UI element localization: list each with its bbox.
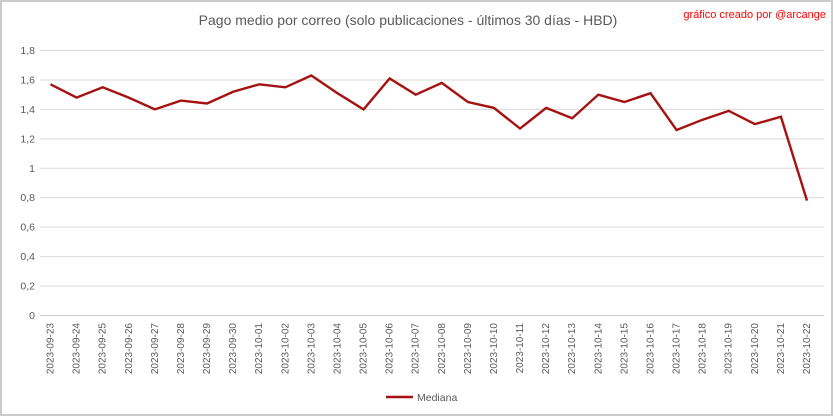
median-series-line: [49, 74, 809, 202]
y-axis-label: 0,6: [20, 222, 35, 234]
x-axis-label: 2023-10-05: [359, 323, 370, 375]
x-axis-label: 2023-10-22: [802, 323, 813, 375]
y-axis-label: 1,6: [20, 74, 35, 86]
x-axis-label: 2023-10-18: [698, 323, 709, 375]
x-axis-label: 2023-10-09: [463, 323, 474, 375]
y-axis-label: 1,2: [20, 133, 35, 145]
x-axis-label: 2023-10-06: [385, 323, 396, 375]
x-axis-label: 2023-10-15: [619, 323, 630, 375]
legend-label: Mediana: [417, 392, 457, 404]
x-axis-label: 2023-10-10: [489, 323, 500, 375]
x-axis-label: 2023-09-25: [98, 323, 109, 375]
x-axis-label: 2023-09-28: [176, 323, 187, 375]
y-axis-label: 1,4: [20, 104, 35, 116]
x-axis-label: 2023-10-13: [567, 323, 578, 375]
x-axis-label: 2023-09-29: [202, 323, 213, 375]
y-axis-label: 0: [29, 310, 35, 322]
x-axis-label: 2023-10-19: [724, 323, 735, 375]
x-axis-label: 2023-10-20: [750, 323, 761, 375]
x-axis-label: 2023-10-04: [332, 323, 343, 375]
y-axis-label: 0,2: [20, 281, 35, 293]
x-axis-label: 2023-09-24: [72, 323, 83, 375]
x-axis-label: 2023-10-08: [437, 323, 448, 375]
x-axis-label: 2023-10-21: [776, 323, 787, 375]
x-axis-label: 2023-10-14: [593, 323, 604, 375]
x-axis-label: 2023-09-27: [150, 323, 161, 375]
y-axis-label: 1,8: [20, 45, 35, 57]
credit-text: gráfico creado por @arcange: [683, 9, 826, 21]
y-axis-label: 0,4: [20, 251, 35, 263]
x-axis-label: 2023-10-03: [306, 323, 317, 375]
y-axis-label: 0,8: [20, 192, 35, 204]
x-axis-label: 2023-10-01: [254, 323, 265, 375]
x-axis-label: 2023-09-26: [124, 323, 135, 375]
y-axis-label: 1: [29, 163, 35, 175]
x-axis-label: 2023-10-17: [672, 323, 683, 375]
chart-title: Pago medio por correo (solo publicacione…: [198, 12, 618, 28]
x-axis-label: 2023-10-02: [280, 323, 291, 375]
x-axis-label: 2023-09-30: [228, 323, 239, 375]
x-axis-label: 2023-09-23: [46, 323, 57, 375]
x-axis-label: 2023-10-12: [541, 323, 552, 375]
x-axis-label: 2023-10-07: [411, 323, 422, 375]
x-axis-label: 2023-10-11: [515, 323, 526, 374]
x-axis-label: 2023-10-16: [645, 323, 656, 375]
